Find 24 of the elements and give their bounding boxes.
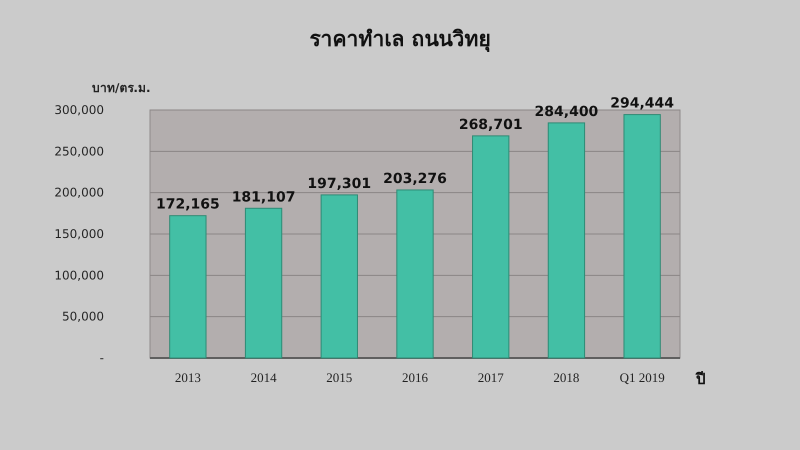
data-label: 181,107 xyxy=(232,189,296,206)
xlabel: ปี xyxy=(696,370,706,388)
data-label: 284,400 xyxy=(534,104,599,120)
y-tick-label: 250,000 xyxy=(54,144,104,158)
y-tick-label: - xyxy=(100,351,104,365)
x-tick-label: 2018 xyxy=(553,370,580,385)
x-tick-label: 2016 xyxy=(402,370,428,385)
y-tick-label: 200,000 xyxy=(54,186,104,200)
x-tick-label: 2014 xyxy=(250,370,278,385)
title: ราคาทำเล ถนนวิทยุ xyxy=(309,27,491,51)
y-tick-label: 300,000 xyxy=(54,103,104,117)
x-tick-label: Q1 2019 xyxy=(620,370,665,385)
data-label: 268,701 xyxy=(458,116,523,133)
data-label: 197,301 xyxy=(307,176,372,192)
data-label: 294,444 xyxy=(610,96,674,112)
y-tick-label: 50,000 xyxy=(62,310,104,324)
x-tick-label: 2013 xyxy=(174,370,201,385)
y-tick-label: 150,000 xyxy=(54,227,104,241)
ylabel: บาท/ตร.ม. xyxy=(92,81,150,95)
data-label: 172,165 xyxy=(156,196,220,213)
y-tick-label: 100,000 xyxy=(54,268,104,282)
x-tick-label: 2017 xyxy=(478,370,504,385)
data-label: 203,276 xyxy=(383,170,447,187)
x-tick-label: 2015 xyxy=(326,370,352,385)
